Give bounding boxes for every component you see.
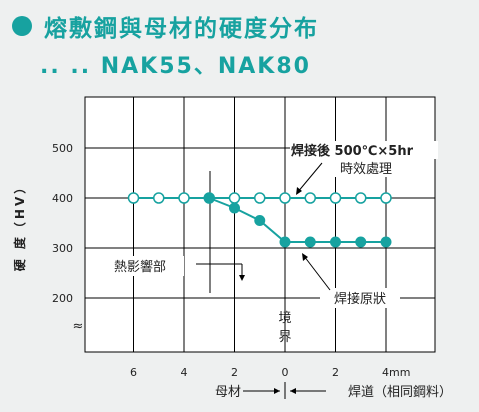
arrow-head-icon (302, 253, 308, 261)
boundary-label: 境 (278, 311, 291, 326)
aged-label-bg (290, 141, 438, 159)
haz-label: 熱影響部 (114, 259, 166, 275)
base-metal-label: 母材 (215, 385, 241, 400)
as-welded-point (279, 236, 291, 248)
aged-label-bg (330, 159, 402, 177)
as-welded-label-bg (320, 288, 400, 308)
x-tick-label: 2 (332, 366, 339, 379)
y-tick-label: 400 (52, 192, 73, 205)
x-tick-label: 6 (130, 366, 137, 379)
aged-point (329, 192, 342, 204)
series-layer (127, 192, 392, 248)
y-tick-label: 300 (52, 242, 73, 255)
aged-point (153, 192, 165, 204)
as-welded-pointer (303, 255, 331, 291)
arrow-head-icon (296, 187, 302, 195)
title-row: 熔敷鋼與母材的硬度分布 (12, 8, 319, 44)
as-welded-point (380, 236, 392, 248)
x-tick-label: 4 (181, 366, 188, 379)
aged-point (228, 192, 241, 204)
aged-label: 焊接後 500℃×5hr (291, 143, 414, 159)
x-tick-labels: 6 4 2 0 2 4mm 母材 焊道（相同鋼料） (130, 366, 452, 400)
x-tick-label: 4mm (382, 366, 410, 379)
haz-label-bg (98, 256, 184, 276)
as-welded-point (355, 236, 367, 248)
as-welded-point (254, 215, 266, 226)
x-tick-label: 2 (231, 366, 238, 379)
as-welded-point (203, 192, 215, 204)
y-tick-labels: 200 300 400 500 ≈ 硬 度（HV） (12, 142, 83, 334)
aged-point (254, 192, 266, 204)
aged-point (279, 192, 291, 204)
as-welded-label: 焊接原狀 (334, 291, 386, 307)
arrow-head-icon (239, 275, 245, 281)
y-tick-label: 200 (52, 292, 73, 305)
aged-point (304, 192, 316, 204)
boundary-label: 界 (278, 330, 291, 345)
aged-point (127, 192, 140, 204)
y-axis-label: 硬 度（HV） (12, 179, 27, 272)
aged-point (355, 192, 367, 204)
as-welded-point (330, 236, 341, 248)
page-subtitle: .. .. NAK55、NAK80 (40, 54, 311, 79)
as-welded-point (229, 202, 240, 214)
page-title: 熔敷鋼與母材的硬度分布 (44, 16, 319, 42)
arrow-head-icon (274, 388, 280, 394)
aged-point (178, 192, 190, 204)
aged-point (380, 192, 392, 204)
weld-metal-label: 焊道（相同鋼料） (348, 384, 452, 400)
aged-pointer (296, 162, 323, 194)
x-tick-label: 0 (282, 366, 289, 379)
bullet-icon (12, 16, 32, 36)
y-tick-label: 500 (52, 142, 73, 155)
axis-break-icon: ≈ (73, 319, 84, 334)
aged-label-2: 時效處理 (340, 162, 392, 177)
arrow-head-icon (290, 388, 296, 394)
as-welded-point (304, 236, 316, 248)
